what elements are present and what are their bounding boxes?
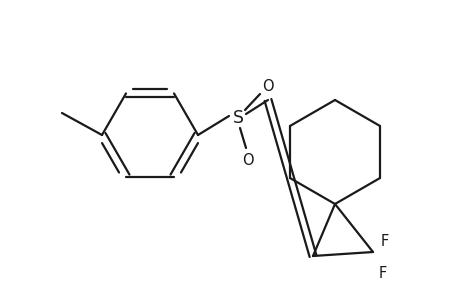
Text: O: O: [241, 152, 253, 167]
Text: S: S: [232, 109, 243, 127]
Text: F: F: [380, 235, 388, 250]
Text: O: O: [262, 79, 273, 94]
Text: F: F: [378, 266, 386, 281]
